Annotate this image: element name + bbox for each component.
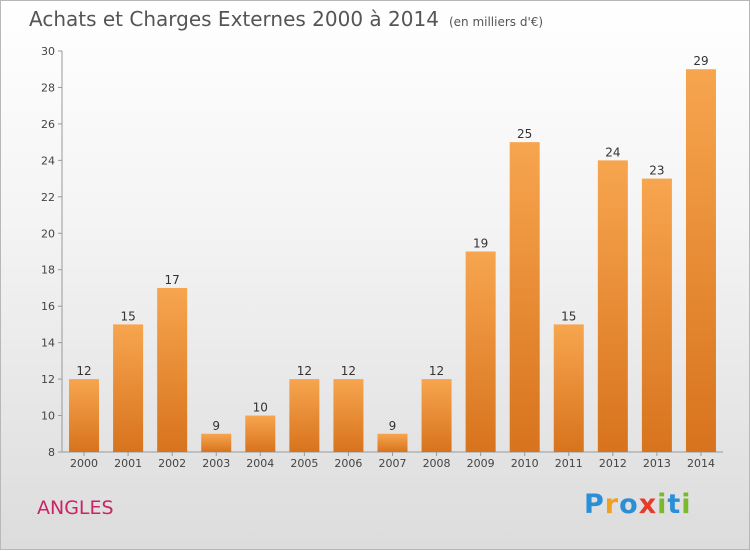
logo-letter: x — [638, 489, 658, 520]
logo-letter: i — [657, 489, 668, 520]
bar — [289, 379, 320, 452]
x-tick-label: 2012 — [599, 457, 627, 470]
x-tick-label: 2006 — [334, 457, 362, 470]
x-tick-label: 2014 — [687, 457, 715, 470]
bar — [333, 379, 364, 452]
x-tick-label: 2013 — [643, 457, 671, 470]
bar-value-label: 19 — [473, 237, 488, 251]
bar — [201, 433, 232, 452]
logo-letter: o — [619, 489, 639, 520]
y-tick-label: 28 — [41, 81, 55, 94]
bar — [245, 415, 276, 452]
x-tick-label: 2010 — [511, 457, 539, 470]
x-tick-label: 2001 — [114, 457, 142, 470]
bar-value-label: 29 — [693, 54, 708, 68]
commune-name: ANGLES — [37, 497, 114, 519]
bar — [157, 287, 188, 452]
x-tick-label: 2008 — [423, 457, 451, 470]
bar-value-label: 15 — [120, 309, 135, 323]
bar-value-label: 23 — [649, 164, 664, 178]
y-tick-label: 8 — [48, 446, 55, 459]
x-tick-label: 2000 — [70, 457, 98, 470]
x-tick-label: 2009 — [467, 457, 495, 470]
bar — [377, 433, 408, 452]
x-tick-label: 2003 — [202, 457, 230, 470]
y-tick-label: 18 — [41, 264, 55, 277]
bar-value-label: 9 — [389, 419, 397, 433]
x-tick-label: 2007 — [379, 457, 407, 470]
bar-value-label: 25 — [517, 127, 532, 141]
logo-letter: r — [604, 489, 620, 520]
logo-letter: i — [681, 489, 692, 520]
bar — [553, 324, 584, 452]
y-tick-label: 16 — [41, 300, 55, 313]
logo-letter: t — [667, 489, 682, 520]
y-tick-label: 12 — [41, 373, 55, 386]
chart-title: Achats et Charges Externes 2000 à 2014 (e… — [29, 7, 543, 31]
bar — [641, 178, 672, 452]
bar — [597, 160, 628, 452]
y-tick-label: 20 — [41, 227, 55, 240]
bar-value-label: 12 — [297, 364, 312, 378]
bar — [509, 142, 540, 453]
bar — [465, 251, 496, 452]
bar-value-label: 12 — [341, 364, 356, 378]
bar-value-label: 12 — [429, 364, 444, 378]
bar-value-label: 10 — [253, 401, 268, 415]
bar-value-label: 9 — [212, 419, 220, 433]
bar — [685, 69, 716, 453]
chart-title-text: Achats et Charges Externes 2000 à 2014 — [29, 7, 439, 31]
bar — [69, 379, 100, 452]
bar-value-label: 12 — [76, 364, 91, 378]
logo-letter: P — [584, 489, 605, 520]
chart-subtitle: (en milliers d'€) — [448, 15, 544, 29]
proxiti-logo: Proxiti — [584, 489, 692, 520]
y-tick-label: 14 — [41, 337, 55, 350]
y-tick-label: 24 — [41, 154, 55, 167]
bar-value-label: 15 — [561, 309, 576, 323]
chart-bars: 12 15 17 9 10 12 12 9 12 19 25 15 24 23 29 — [69, 54, 716, 453]
y-tick-label: 30 — [41, 45, 55, 58]
y-tick-label: 22 — [41, 191, 55, 204]
x-tick-label: 2005 — [290, 457, 318, 470]
x-tick-label: 2004 — [246, 457, 274, 470]
chart-axes: 8 10 12 14 16 18 20 22 24 26 28 30 2000 2001 2002 2003 2… — [41, 45, 723, 470]
y-tick-label: 26 — [41, 118, 55, 131]
x-tick-label: 2011 — [555, 457, 583, 470]
bar-value-label: 24 — [605, 145, 620, 159]
bar — [421, 379, 452, 452]
y-tick-label: 10 — [41, 410, 55, 423]
bar-value-label: 17 — [165, 273, 180, 287]
bar — [113, 324, 144, 452]
x-tick-label: 2002 — [158, 457, 186, 470]
